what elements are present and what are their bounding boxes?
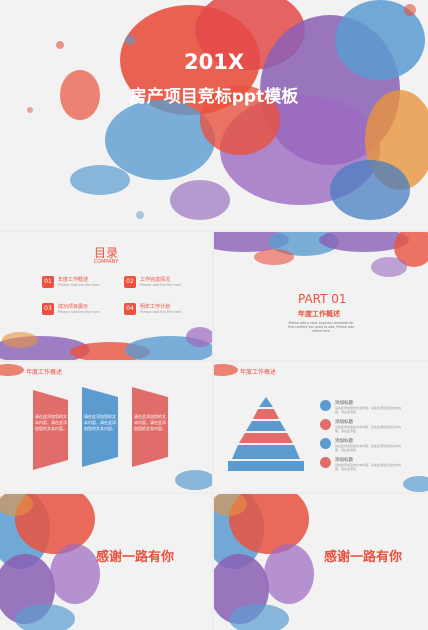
paint-splash-art <box>0 327 212 360</box>
info-title: 添加标题 <box>335 401 353 406</box>
paint-splash-art <box>27 0 428 220</box>
location-icon <box>320 400 331 411</box>
toc-item-4[interactable]: 04 明年工作计划 Please add the file here <box>124 303 204 319</box>
toc-item-3[interactable]: 03 成功项目展示 Please add the file here <box>42 303 122 319</box>
cover-year: 201X <box>183 50 245 74</box>
section-title: 年度工作概述 <box>26 369 63 376</box>
arrows-slide[interactable]: 年度工作概述 请在此添加您的文本内容，请在此添加您的文本内容。 请在此添加您的文… <box>0 362 212 492</box>
info-item-4: 添加标题 请在此添加您的文本内容，请在此添加您的文本内容，请在此添加 <box>320 457 420 475</box>
toc-number: 02 <box>124 276 136 288</box>
person-icon <box>320 457 331 468</box>
cover-slide[interactable]: 201X 房产项目竞标ppt模板 <box>0 0 428 230</box>
toc-item-1[interactable]: 01 年度工作概述 Please add the file here <box>42 276 122 292</box>
toc-label: 年度工作概述 <box>58 277 89 283</box>
pyramid-diagram <box>214 364 428 492</box>
paint-splash-art <box>214 232 428 277</box>
closing-slide-right[interactable]: 感谢一路有你 <box>214 494 428 630</box>
toc-desc: Please add the file here <box>58 283 100 287</box>
pyramid-slide[interactable]: 年度工作概述 添加标题 请在此添加您的文本内容，请在此添加您的文本内容，请在此添… <box>214 362 428 492</box>
info-desc: 请在此添加您的文本内容，请在此添加您的文本内容，请在此添加 <box>335 406 402 414</box>
thanks-text: 感谢一路有你 <box>324 550 403 565</box>
location-icon <box>320 419 331 430</box>
info-item-2: 添加标题 请在此添加您的文本内容，请在此添加您的文本内容，请在此添加 <box>320 419 420 437</box>
toc-label: 明年工作计划 <box>140 304 171 310</box>
info-item-3: 添加标题 请在此添加您的文本内容，请在此添加您的文本内容，请在此添加 <box>320 438 420 456</box>
info-title: 添加标题 <box>335 439 353 444</box>
part-slide[interactable]: PART 01 年度工作概述 Please add a clear busine… <box>214 232 428 360</box>
closing-slide-left[interactable]: 感谢一路有你 <box>0 494 212 630</box>
arrow-box-text: 请在此添加您的文本内容，请在此添加您的文本内容。 <box>134 414 166 431</box>
info-item-1: 添加标题 请在此添加您的文本内容，请在此添加您的文本内容，请在此添加 <box>320 400 420 418</box>
info-desc: 请在此添加您的文本内容，请在此添加您的文本内容，请在此添加 <box>335 425 402 433</box>
paint-splash-art <box>0 494 100 630</box>
arrow-box-text: 请在此添加您的文本内容，请在此添加您的文本内容。 <box>35 414 67 431</box>
arrow-box-text: 请在此添加您的文本内容，请在此添加您的文本内容。 <box>84 414 116 431</box>
toc-label: 工作完成情况 <box>140 277 171 283</box>
info-title: 添加标题 <box>335 420 353 425</box>
cover-title: 房产项目竞标ppt模板 <box>129 87 299 107</box>
thanks-text: 感谢一路有你 <box>96 550 175 565</box>
toc-item-2[interactable]: 02 工作完成情况 Please add the file here <box>124 276 204 292</box>
toc-subtitle: COMPANY <box>93 259 119 265</box>
toc-label: 成功项目展示 <box>58 304 89 310</box>
toc-number: 04 <box>124 303 136 315</box>
toc-number: 03 <box>42 303 54 315</box>
toc-desc: Please add the file here <box>58 310 100 314</box>
toc-desc: Please add the file here <box>140 283 182 287</box>
toc-desc: Please add the file here <box>140 310 182 314</box>
part-description: Please add a clear business template for… <box>288 321 354 333</box>
info-desc: 请在此添加您的文本内容，请在此添加您的文本内容，请在此添加 <box>335 463 402 471</box>
toc-title: 目录 <box>93 246 118 260</box>
toc-number: 01 <box>42 276 54 288</box>
paint-splash-art <box>214 494 314 630</box>
cloud-icon <box>320 438 331 449</box>
info-title: 添加标题 <box>335 458 353 463</box>
arrow-shapes <box>0 364 212 490</box>
part-title: 年度工作概述 <box>298 310 340 318</box>
part-number: PART 01 <box>298 292 347 306</box>
toc-slide[interactable]: 目录 COMPANY 01 年度工作概述 Please add the file… <box>0 232 212 360</box>
info-desc: 请在此添加您的文本内容，请在此添加您的文本内容，请在此添加 <box>335 444 402 452</box>
section-title: 年度工作概述 <box>240 369 277 376</box>
